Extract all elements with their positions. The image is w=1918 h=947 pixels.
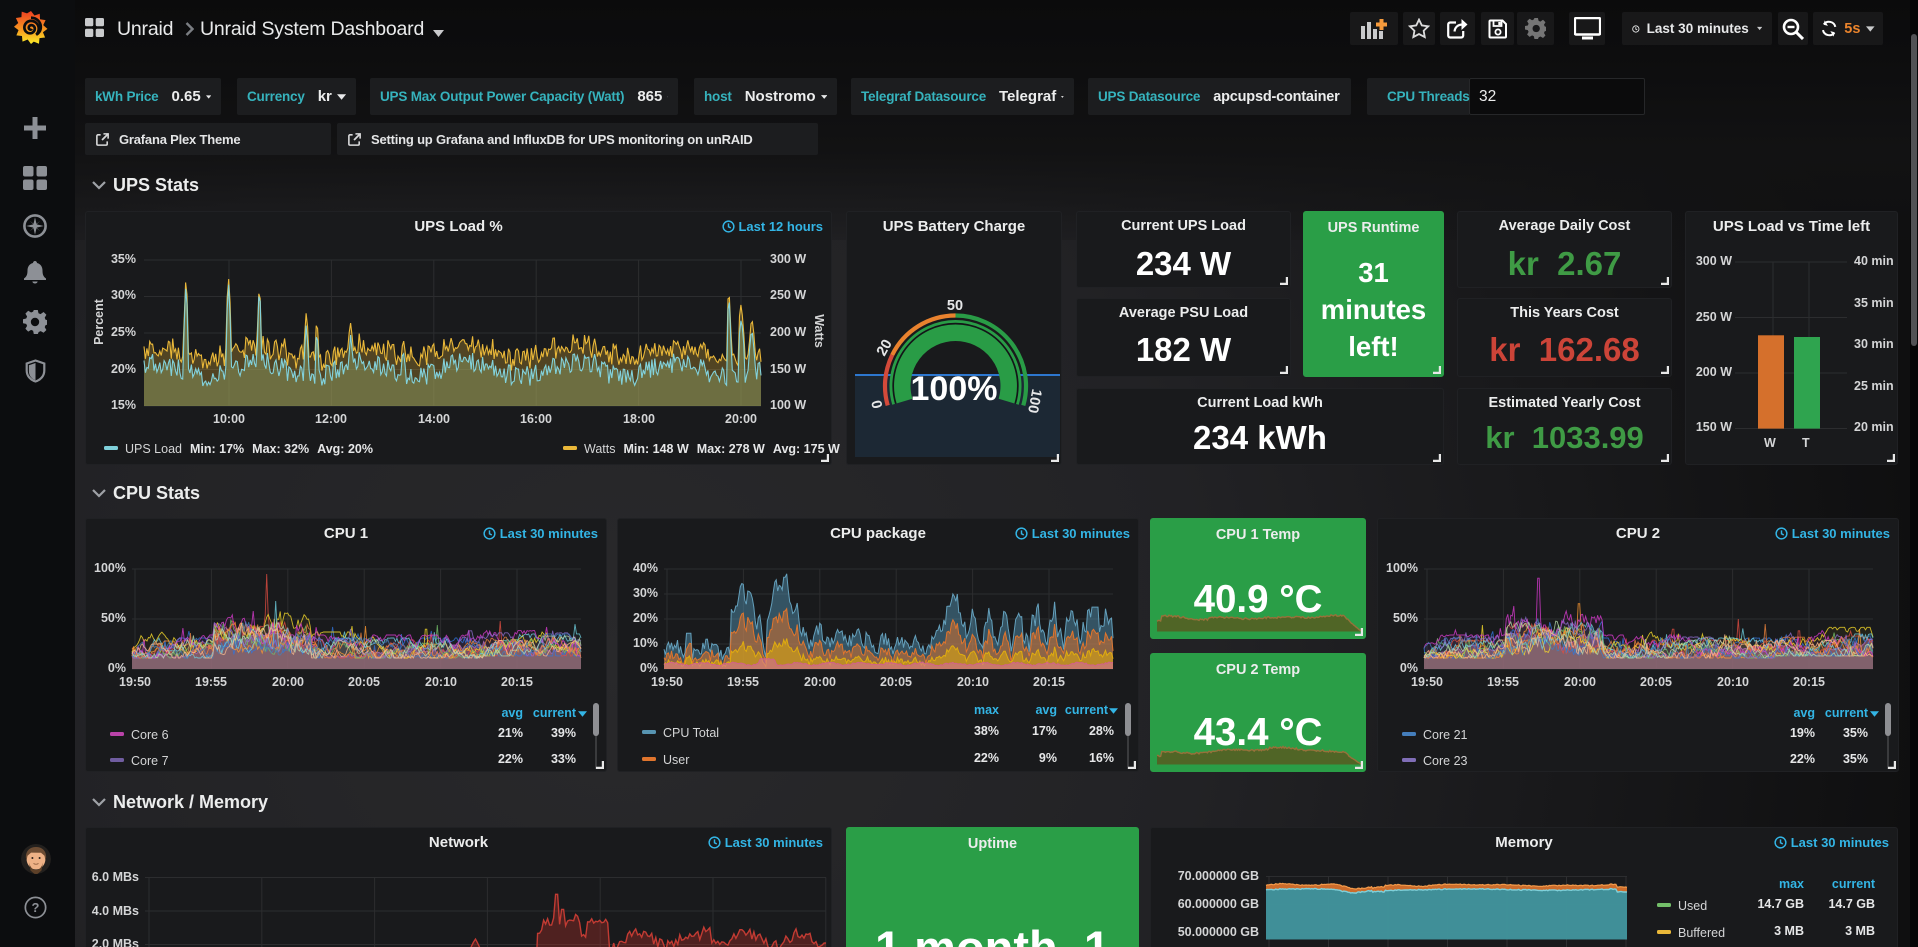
- svg-text:0: 0: [869, 398, 886, 409]
- svg-text:50: 50: [947, 298, 963, 314]
- svg-text:100: 100: [1024, 388, 1044, 415]
- svg-text:20: 20: [874, 337, 896, 359]
- svg-text:?: ?: [32, 900, 40, 915]
